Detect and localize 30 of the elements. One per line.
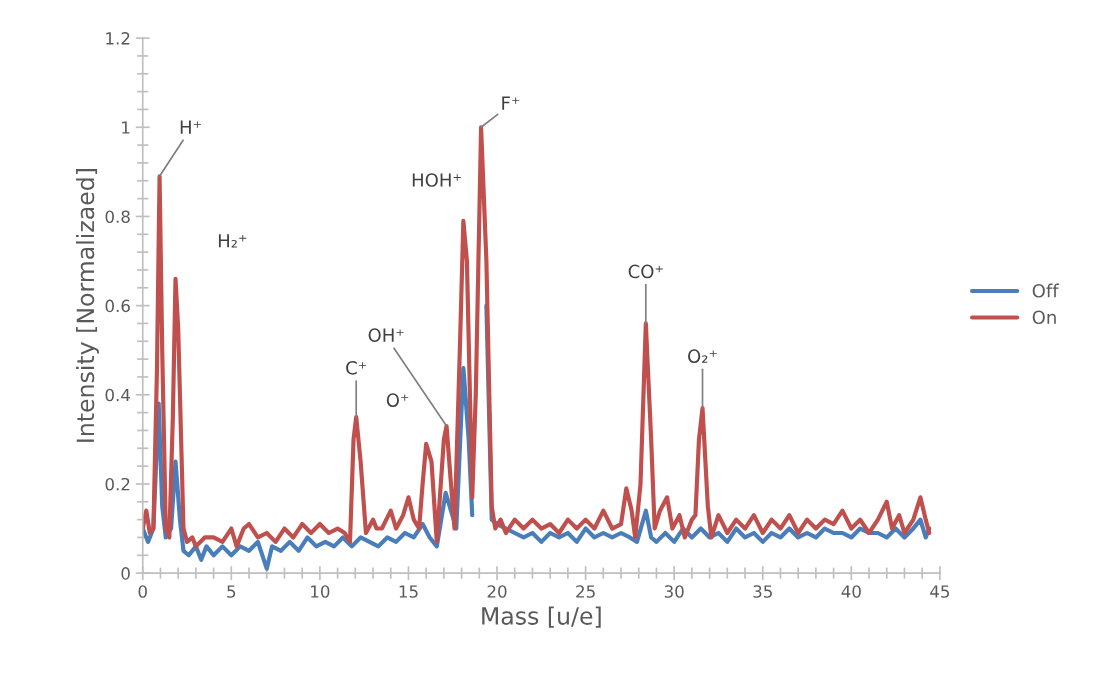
y-tick-label: 0.2 [105,477,130,491]
annotation: O⁺ [386,393,409,407]
legend-label: On [1032,310,1056,325]
annotation: F⁺ [502,96,520,110]
x-axis-title: Mass [u/e] [482,606,601,628]
legend-label: Off [1032,283,1059,298]
annotation: OH⁺ [368,328,404,342]
x-tick-label: 0 [138,585,147,598]
y-tick-label: 0.6 [105,299,130,313]
x-tick-label: 15 [399,585,418,598]
x-tick-label: 20 [487,585,507,598]
y-tick-label: 0 [121,567,130,580]
x-tick-label: 25 [576,585,595,598]
x-tick-label: 30 [664,585,684,598]
y-tick-label: 1 [122,121,130,134]
x-tick-label: 40 [841,585,861,598]
annotation: C⁺ [346,361,367,375]
y-axis-title: Intensity [Normalizaed] [76,169,99,442]
annotation: H⁺ [180,120,201,134]
x-tick-label: 45 [930,585,950,598]
y-tick-label: 1.2 [106,32,130,45]
x-tick-label: 35 [753,585,772,598]
annotation: CO⁺ [628,264,663,279]
x-tick-label: 5 [227,585,236,598]
annotation: O₂⁺ [688,349,717,363]
annotation: H₂⁺ [218,234,247,248]
x-tick-label: 10 [311,585,330,598]
annotation: HOH⁺ [412,173,461,187]
y-tick-label: 0.4 [105,388,130,402]
y-tick-label: 0.8 [105,210,130,224]
